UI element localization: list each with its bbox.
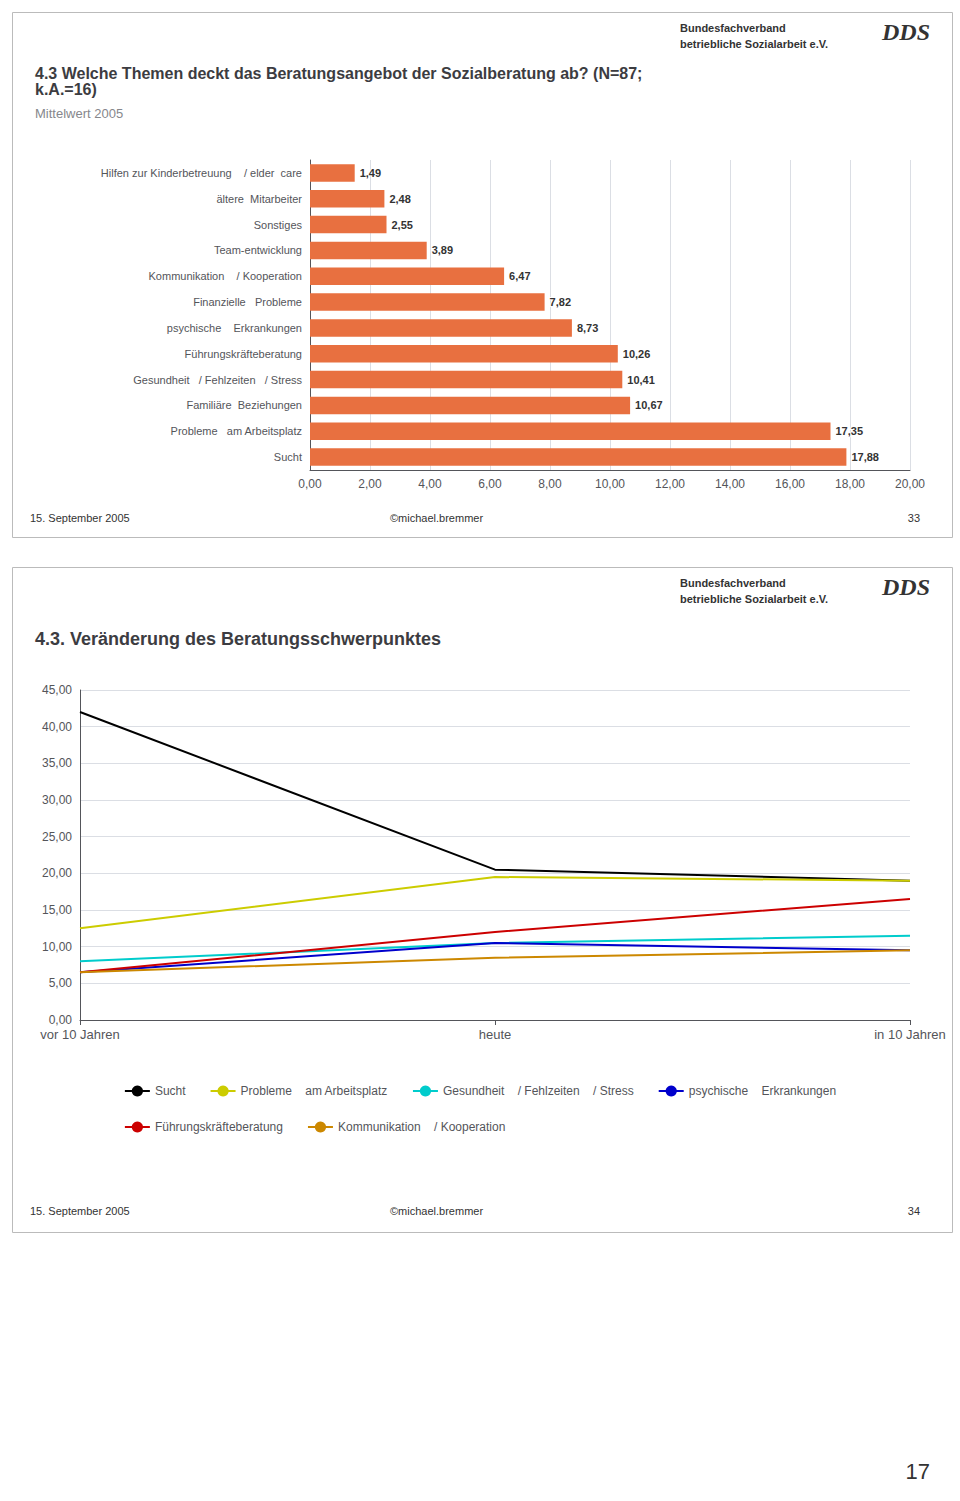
svg-text:2,55: 2,55	[392, 219, 413, 231]
svg-text:16,00: 16,00	[775, 477, 805, 491]
svg-text:vor 10 Jahren: vor 10 Jahren	[40, 1027, 120, 1042]
svg-text:Bundesfachverband: Bundesfachverband	[680, 577, 786, 589]
svg-text:40,00: 40,00	[42, 720, 72, 734]
svg-text:3,89: 3,89	[432, 244, 453, 256]
svg-text:2,00: 2,00	[358, 477, 382, 491]
svg-text:45,00: 45,00	[42, 683, 72, 697]
svg-text:psychische Erkrankungen: psychische Erkrankungen	[167, 322, 302, 334]
svg-text:Führungskräfteberatung: Führungskräfteberatung	[155, 1120, 283, 1134]
svg-text:betriebliche Sozialarbeit e.V.: betriebliche Sozialarbeit e.V.	[680, 593, 828, 605]
svg-text:DDS: DDS	[881, 19, 930, 45]
svg-text:Probleme am Arbeitsplatz: Probleme am Arbeitsplatz	[171, 425, 302, 437]
svg-text:Gesundheit / Fehlzeiten /: Gesundheit / Fehlzeiten / Stress	[133, 374, 302, 386]
svg-text:20,00: 20,00	[895, 477, 925, 491]
svg-text:Sucht: Sucht	[155, 1084, 186, 1098]
svg-text:Kommunikation / Kooperation: Kommunikation / Kooperation	[338, 1120, 505, 1134]
svg-text:1,49: 1,49	[360, 167, 381, 179]
svg-text:17: 17	[906, 1459, 930, 1484]
svg-text:18,00: 18,00	[835, 477, 865, 491]
svg-text:Gesundheit / Fehlzeiten: Gesundheit / Fehlzeiten / Stress	[443, 1084, 634, 1098]
svg-text:10,26: 10,26	[623, 348, 651, 360]
svg-text:k.A.=16): k.A.=16)	[35, 81, 97, 98]
svg-text:30,00: 30,00	[42, 793, 72, 807]
svg-text:Mittelwert 2005: Mittelwert 2005	[35, 106, 123, 121]
svg-text:©michael.bremmer: ©michael.bremmer	[390, 1205, 483, 1217]
svg-text:6,47: 6,47	[509, 270, 530, 282]
svg-text:10,00: 10,00	[42, 940, 72, 954]
svg-text:Team-entwicklung: Team-entwicklung	[214, 244, 302, 256]
svg-text:heute: heute	[479, 1027, 512, 1042]
svg-text:34: 34	[908, 1205, 920, 1217]
svg-text:15. September 2005: 15. September 2005	[30, 512, 130, 524]
svg-text:Hilfen zur Kinderbetreuung: Hilfen zur Kinderbetreuung / elder care	[101, 167, 302, 179]
svg-text:Führungskräfteberatung: Führungskräfteberatung	[185, 348, 302, 360]
svg-text:8,73: 8,73	[577, 322, 598, 334]
svg-text:15,00: 15,00	[42, 903, 72, 917]
svg-text:10,41: 10,41	[627, 374, 655, 386]
svg-text:0,00: 0,00	[298, 477, 322, 491]
svg-text:10,00: 10,00	[595, 477, 625, 491]
svg-text:0,00: 0,00	[49, 1013, 73, 1027]
svg-text:ältere Mitarbeiter: ältere Mitarbeiter	[216, 193, 302, 205]
svg-text:©michael.bremmer: ©michael.bremmer	[390, 512, 483, 524]
svg-text:10,67: 10,67	[635, 399, 663, 411]
svg-text:12,00: 12,00	[655, 477, 685, 491]
svg-text:Sucht: Sucht	[274, 451, 302, 463]
svg-text:Familiäre Beziehungen: Familiäre Beziehungen	[186, 399, 302, 411]
svg-text:33: 33	[908, 512, 920, 524]
svg-text:Kommunikation / Kooperation: Kommunikation / Kooperation	[149, 270, 302, 282]
svg-text:4.3 Welche Themen deckt das Be: 4.3 Welche Themen deckt das Beratungsang…	[35, 65, 647, 82]
svg-text:4.3. Veränderung des Beratungs: 4.3. Veränderung des Beratungsschwerpunk…	[35, 629, 441, 649]
svg-text:DDS: DDS	[881, 574, 930, 600]
svg-text:betriebliche Sozialarbeit e.V.: betriebliche Sozialarbeit e.V.	[680, 38, 828, 50]
svg-text:14,00: 14,00	[715, 477, 745, 491]
svg-text:20,00: 20,00	[42, 866, 72, 880]
svg-text:in 10 Jahren: in 10 Jahren	[874, 1027, 946, 1042]
svg-text:8,00: 8,00	[538, 477, 562, 491]
svg-text:25,00: 25,00	[42, 830, 72, 844]
svg-text:2,48: 2,48	[389, 193, 410, 205]
svg-text:5,00: 5,00	[49, 976, 73, 990]
svg-text:35,00: 35,00	[42, 756, 72, 770]
svg-text:Probleme am Arbeitsplatz: Probleme am Arbeitsplatz	[241, 1084, 388, 1098]
svg-text:Sonstiges: Sonstiges	[254, 219, 303, 231]
svg-text:17,88: 17,88	[851, 451, 879, 463]
svg-text:Finanzielle Probleme: Finanzielle Probleme	[193, 296, 302, 308]
svg-text:7,82: 7,82	[550, 296, 571, 308]
svg-text:6,00: 6,00	[478, 477, 502, 491]
svg-text:15. September 2005: 15. September 2005	[30, 1205, 130, 1217]
svg-text:17,35: 17,35	[836, 425, 864, 437]
svg-text:psychische Erkrankungen: psychische Erkrankungen	[689, 1084, 836, 1098]
svg-text:Bundesfachverband: Bundesfachverband	[680, 22, 786, 34]
svg-text:4,00: 4,00	[418, 477, 442, 491]
